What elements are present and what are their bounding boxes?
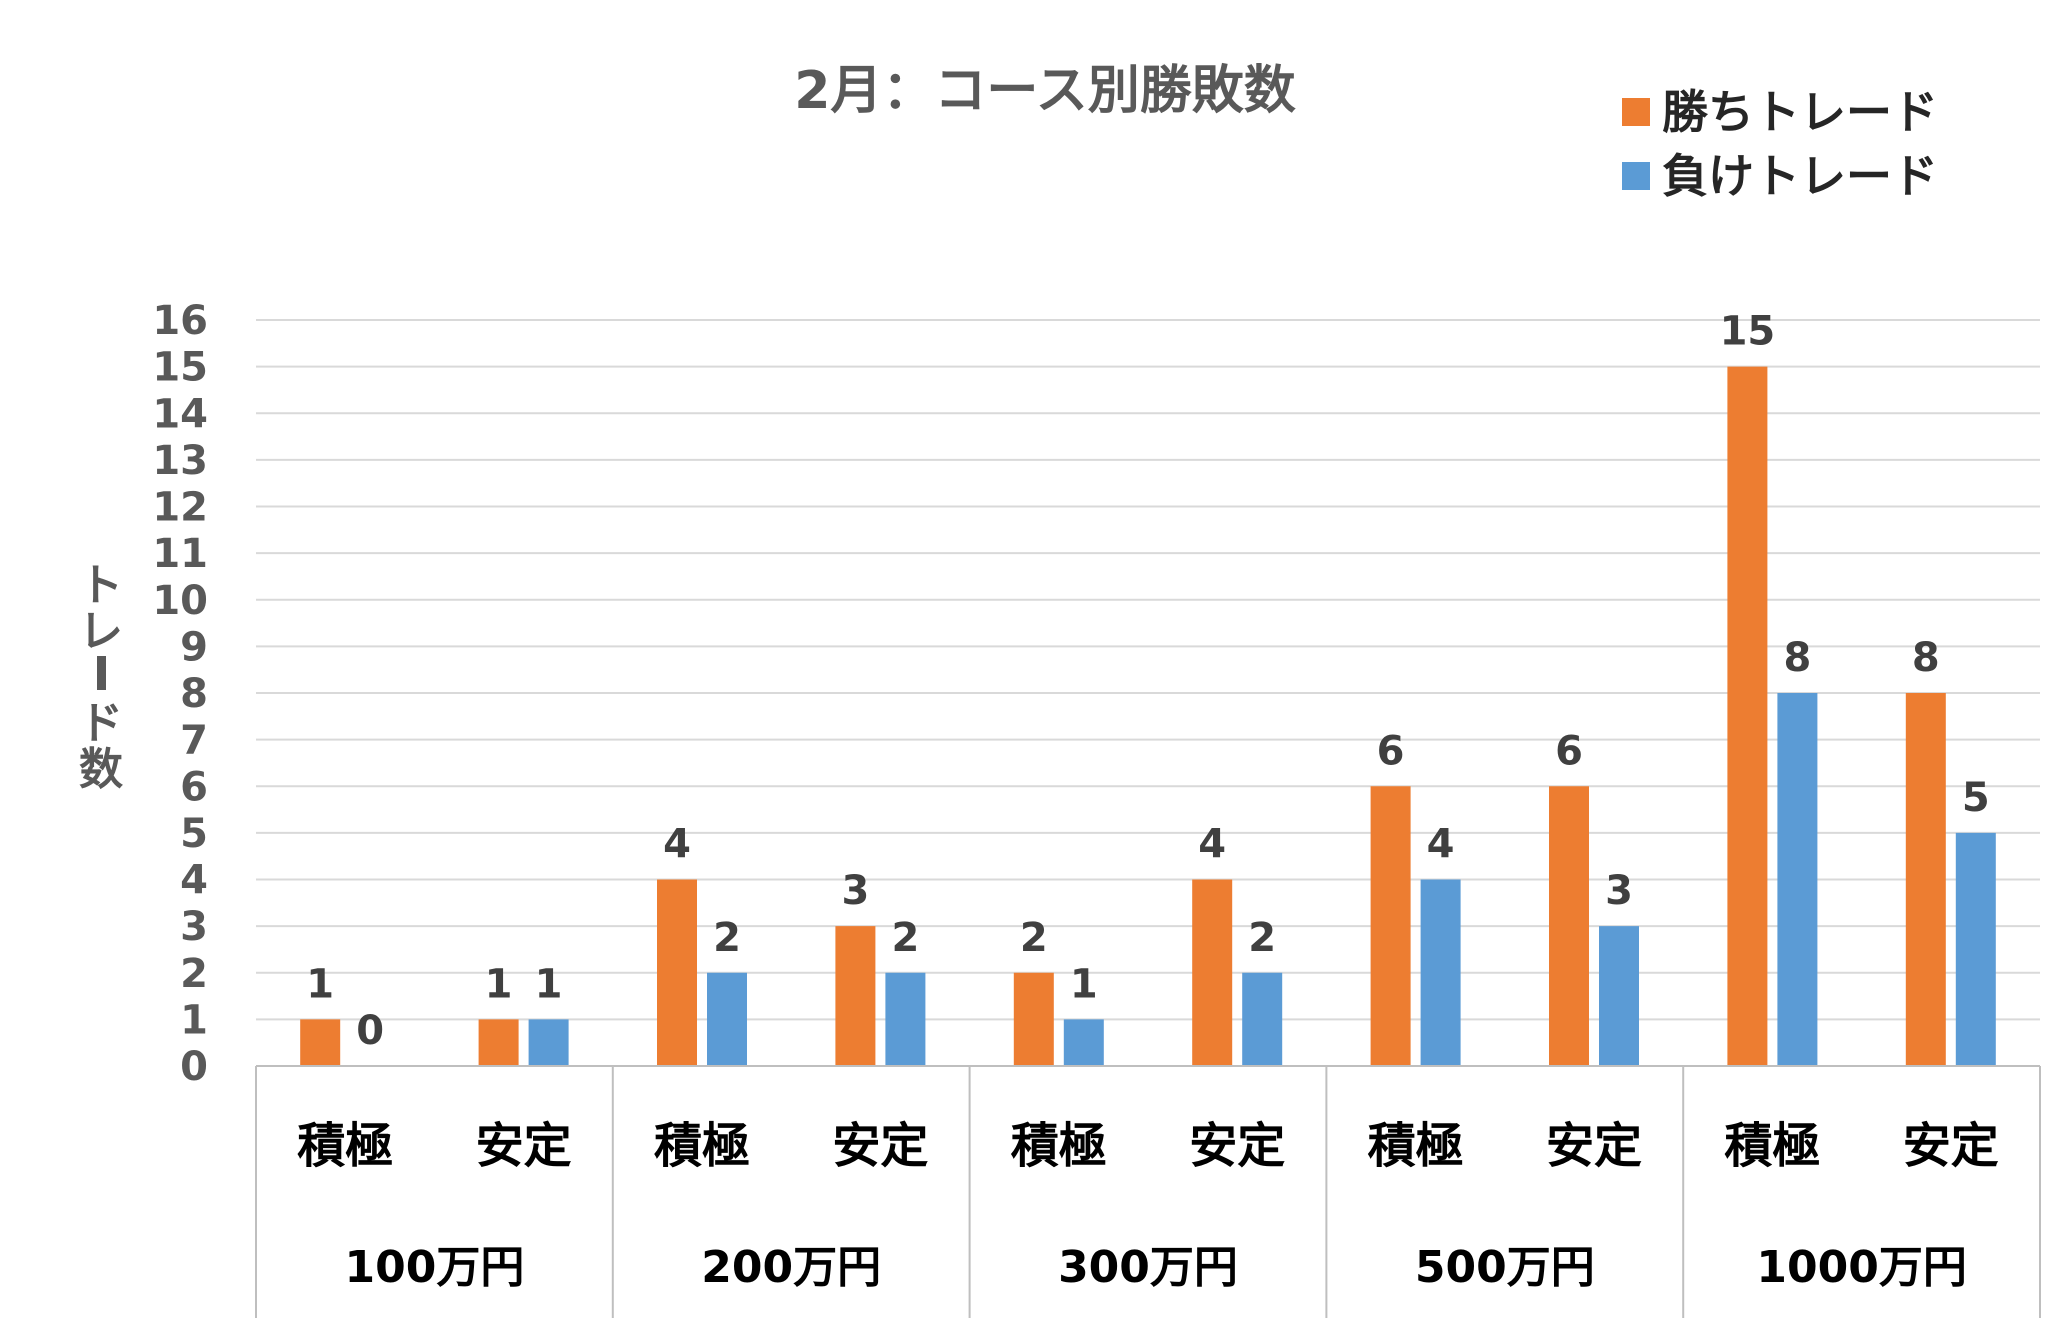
y-tick-label: 10 <box>152 578 208 624</box>
x-group-label: 300万円 <box>1058 1242 1238 1293</box>
x-group-label: 1000万円 <box>1756 1242 1966 1293</box>
legend-swatch <box>1622 162 1650 190</box>
loss-bar <box>1063 1019 1104 1066</box>
x-group-label: 200万円 <box>701 1242 881 1293</box>
y-axis-label-char: レ <box>79 606 123 657</box>
y-tick-label: 12 <box>152 485 208 531</box>
loss-bar <box>1599 926 1639 1066</box>
x-group-label: 500万円 <box>1415 1242 1595 1293</box>
win-data-label: 4 <box>663 822 691 868</box>
loss-bar <box>1420 879 1461 1066</box>
loss-bar <box>1242 972 1283 1066</box>
win-data-label: 15 <box>1720 309 1776 355</box>
loss-bar <box>885 972 926 1066</box>
y-axis-label-char <box>97 656 106 690</box>
win-bar <box>1370 786 1411 1066</box>
y-tick-label: 6 <box>180 764 208 810</box>
x-group-label: 100万円 <box>344 1242 524 1293</box>
loss-data-label: 2 <box>1248 915 1276 961</box>
y-tick-label: 0 <box>180 1044 208 1090</box>
win-bar <box>657 879 697 1066</box>
y-tick-label: 4 <box>180 858 208 904</box>
win-bar <box>1192 879 1233 1066</box>
y-tick-label: 15 <box>152 345 208 391</box>
y-axis-label-char: ド <box>79 698 123 749</box>
loss-bar <box>1955 832 1996 1066</box>
win-bar <box>1727 366 1768 1066</box>
x-category-label: 安定 <box>832 1118 928 1174</box>
loss-data-label: 8 <box>1783 635 1811 681</box>
loss-bar <box>1777 693 1818 1066</box>
y-tick-label: 3 <box>180 904 208 950</box>
loss-bar <box>707 972 747 1066</box>
y-tick-label: 13 <box>152 438 208 484</box>
win-data-label: 6 <box>1555 728 1583 774</box>
x-category-label: 積極 <box>1368 1118 1464 1174</box>
y-tick-label: 14 <box>152 391 208 437</box>
win-data-label: 4 <box>1198 822 1226 868</box>
win-bar <box>300 1019 341 1066</box>
win-data-label: 3 <box>841 868 869 914</box>
y-axis-label-char: ト <box>79 560 123 611</box>
win-data-label: 8 <box>1912 635 1940 681</box>
win-data-label: 1 <box>306 961 334 1007</box>
win-bar <box>478 1019 519 1066</box>
x-category-label: 安定 <box>476 1118 572 1174</box>
win-bar <box>1905 693 1946 1066</box>
x-category-label: 積極 <box>297 1118 393 1174</box>
chart-title: 2月：コース別勝敗数 <box>794 61 1296 121</box>
x-axis: 積極 安定 積極 安定 積極 安定 積極 安定 積極 安定 100万円 200万円 300万円 500万円… <box>255 1065 2041 1318</box>
loss-bar <box>528 1019 569 1066</box>
y-tick-label: 5 <box>180 811 208 857</box>
win-data-label: 1 <box>485 961 513 1007</box>
loss-data-label: 1 <box>1070 961 1098 1007</box>
win-data-label: 6 <box>1377 728 1405 774</box>
x-category-label: 積極 <box>1724 1118 1820 1174</box>
bars <box>300 366 1996 1066</box>
y-axis-label-char: 数 <box>79 744 123 795</box>
legend-swatch <box>1622 98 1650 126</box>
win-bar <box>835 926 876 1066</box>
loss-data-label: 1 <box>535 961 563 1007</box>
gridlines <box>256 319 2040 1021</box>
loss-data-label: 3 <box>1605 868 1633 914</box>
loss-data-label: 4 <box>1427 822 1455 868</box>
loss-data-label: 2 <box>713 915 741 961</box>
win-data-label: 2 <box>1020 915 1048 961</box>
loss-data-label: 2 <box>891 915 919 961</box>
x-category-label: 積極 <box>654 1118 750 1174</box>
x-category-label: 安定 <box>1189 1118 1285 1174</box>
loss-data-label: 0 <box>356 1008 384 1054</box>
y-tick-label: 9 <box>180 624 208 670</box>
y-tick-label: 7 <box>180 718 208 764</box>
y-tick-label: 1 <box>180 997 208 1043</box>
win-bar <box>1549 786 1589 1066</box>
loss-data-label: 5 <box>1962 775 1990 821</box>
y-tick-label: 16 <box>152 298 208 344</box>
win-bar <box>1013 972 1054 1066</box>
x-category-label: 積極 <box>1011 1118 1107 1174</box>
x-category-label: 安定 <box>1546 1118 1642 1174</box>
legend-label: 負けトレード <box>1662 149 1938 203</box>
y-tick-label: 2 <box>180 951 208 997</box>
x-category-label: 安定 <box>1903 1118 1999 1174</box>
y-tick-label: 8 <box>180 671 208 717</box>
y-tick-label: 11 <box>152 531 208 577</box>
legend-label: 勝ちトレード <box>1662 85 1938 139</box>
